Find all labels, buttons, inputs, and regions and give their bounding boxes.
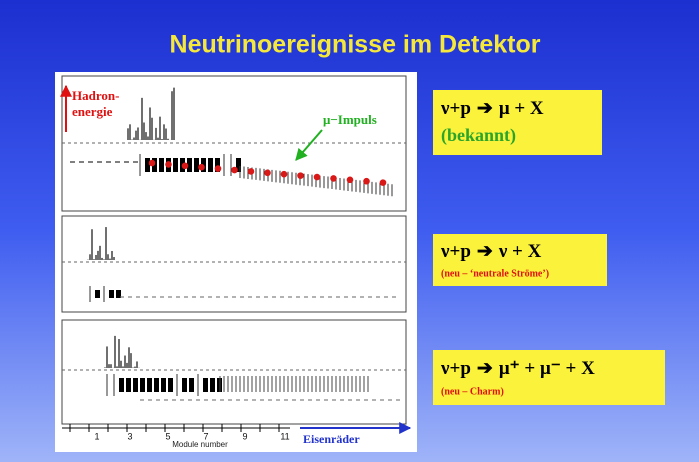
- hadron-label: Hadron-: [72, 88, 119, 103]
- reaction-rhs: ν + X: [498, 241, 542, 262]
- reaction: ν+p ➔ν + X: [440, 241, 542, 262]
- hadron-label: energie: [72, 104, 113, 119]
- hit-block: [194, 158, 199, 172]
- muon-hit: [165, 161, 172, 168]
- module-tick-label: 5: [165, 431, 170, 441]
- reaction-lhs: ν+p: [440, 98, 471, 119]
- title: Neutrinoereignisse im Detektor: [170, 31, 541, 59]
- hit-block: [203, 378, 208, 392]
- detector-image: Hadron- energie μ−Impuls Module number E…: [55, 72, 417, 452]
- reaction-arrow: ➔: [477, 241, 493, 262]
- muon-hit: [215, 165, 222, 172]
- hit-block: [119, 378, 124, 392]
- hit-block: [168, 378, 173, 392]
- hit-block: [173, 158, 178, 172]
- muon-hit: [347, 177, 354, 184]
- hit-block: [182, 378, 187, 392]
- reaction: ν+p ➔ μ + X: [440, 98, 544, 119]
- reaction-box: ν+p ➔ μ⁺ + μ⁻ + X (neu – Charm): [433, 350, 665, 405]
- slide: Neutrinoereignisse im Detektor Hadron- e…: [0, 0, 699, 462]
- muon-hit: [198, 164, 205, 171]
- muon-hit: [297, 172, 304, 179]
- hit-block: [147, 378, 152, 392]
- hit-block: [126, 378, 131, 392]
- module-tick-label: 1: [94, 431, 99, 441]
- reaction-arrow: ➔: [477, 358, 493, 379]
- reaction-box: ν+p ➔ μ + X (bekannt): [433, 90, 602, 155]
- iron-label: Eisenräder: [303, 432, 360, 446]
- module-tick-label: 7: [203, 431, 208, 441]
- reaction-note: (neu – Charm): [441, 386, 504, 397]
- muon-hit: [248, 168, 255, 175]
- hit-block: [208, 158, 213, 172]
- hit-block: [189, 378, 194, 392]
- muon-hit: [281, 171, 288, 178]
- reaction: ν+p ➔ μ⁺ + μ⁻ + X: [440, 358, 595, 379]
- hit-block: [210, 378, 215, 392]
- muon-hit: [264, 170, 271, 177]
- hit-block: [159, 158, 164, 172]
- hit-block: [161, 378, 166, 392]
- muon-hit: [363, 178, 370, 185]
- reaction-rhs: μ⁺ + μ⁻ + X: [499, 358, 595, 379]
- muon-hit: [380, 179, 387, 186]
- reaction-rhs: μ + X: [499, 98, 544, 119]
- hit-block: [95, 290, 100, 298]
- muon-hit: [314, 174, 321, 181]
- hit-block: [145, 158, 150, 172]
- reaction-box: ν+p ➔ν + X (neu – ‘neutrale Ströme’): [433, 234, 607, 286]
- muon-label: μ−Impuls: [323, 112, 377, 127]
- hit-block: [109, 290, 114, 298]
- reaction-note: (neu – ‘neutrale Ströme’): [441, 268, 549, 279]
- hit-block: [154, 378, 159, 392]
- muon-hit: [330, 175, 337, 182]
- module-tick-label: 11: [280, 431, 289, 441]
- reaction-arrow: ➔: [477, 98, 493, 119]
- reaction-lhs: ν+p: [440, 358, 471, 379]
- module-tick-label: 9: [242, 431, 247, 441]
- muon-hit: [182, 163, 189, 170]
- muon-hit: [231, 167, 238, 174]
- reaction-lhs: ν+p: [440, 241, 471, 262]
- axis-label: Module number: [172, 440, 228, 449]
- hit-block: [140, 378, 145, 392]
- hit-block: [133, 378, 138, 392]
- reaction-note: (bekannt): [441, 125, 516, 146]
- muon-hit: [149, 160, 156, 167]
- module-tick-label: 3: [127, 431, 132, 441]
